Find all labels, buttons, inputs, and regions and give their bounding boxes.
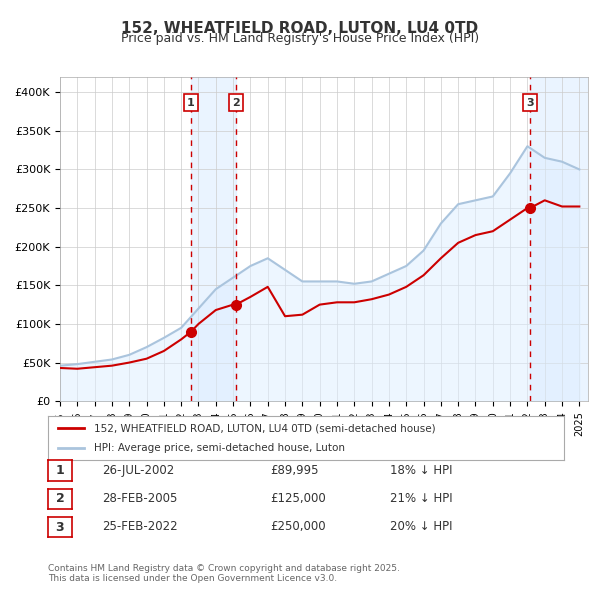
Text: 152, WHEATFIELD ROAD, LUTON, LU4 0TD (semi-detached house): 152, WHEATFIELD ROAD, LUTON, LU4 0TD (se… (94, 424, 436, 433)
Text: 26-JUL-2002: 26-JUL-2002 (102, 464, 174, 477)
Bar (530, 77, 588, 401)
Text: 1: 1 (56, 464, 64, 477)
Text: 3: 3 (526, 98, 534, 107)
Text: £125,000: £125,000 (270, 492, 326, 505)
Text: £250,000: £250,000 (270, 520, 326, 533)
Text: 3: 3 (56, 520, 64, 534)
Text: Price paid vs. HM Land Registry's House Price Index (HPI): Price paid vs. HM Land Registry's House … (121, 32, 479, 45)
Text: £89,995: £89,995 (270, 464, 319, 477)
Text: 2: 2 (56, 492, 64, 506)
Text: 21% ↓ HPI: 21% ↓ HPI (390, 492, 452, 505)
Text: 18% ↓ HPI: 18% ↓ HPI (390, 464, 452, 477)
Text: 2: 2 (232, 98, 240, 107)
Text: Contains HM Land Registry data © Crown copyright and database right 2025.
This d: Contains HM Land Registry data © Crown c… (48, 563, 400, 583)
Text: HPI: Average price, semi-detached house, Luton: HPI: Average price, semi-detached house,… (94, 443, 346, 453)
Text: 28-FEB-2005: 28-FEB-2005 (102, 492, 178, 505)
Text: 1: 1 (187, 98, 195, 107)
Text: 25-FEB-2022: 25-FEB-2022 (102, 520, 178, 533)
Bar (191, 77, 236, 401)
Text: 152, WHEATFIELD ROAD, LUTON, LU4 0TD: 152, WHEATFIELD ROAD, LUTON, LU4 0TD (121, 21, 479, 35)
Text: 20% ↓ HPI: 20% ↓ HPI (390, 520, 452, 533)
